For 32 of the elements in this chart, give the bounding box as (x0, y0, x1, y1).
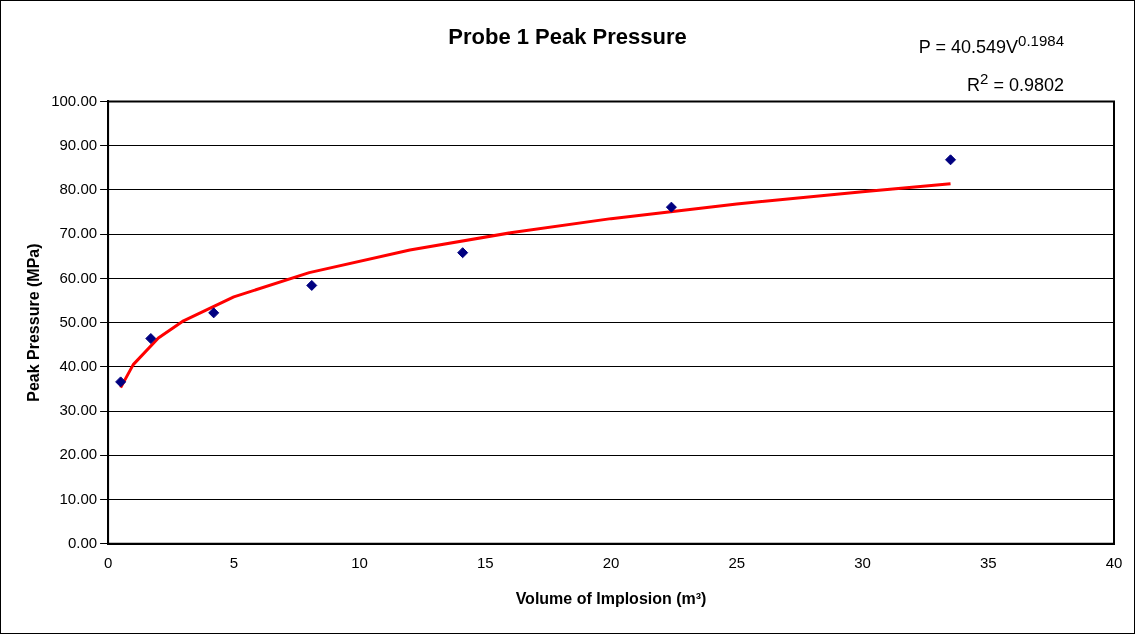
y-tick-label: 70.00 (59, 224, 98, 242)
y-tick-label: 0.00 (67, 533, 98, 551)
x-tick-label: 15 (476, 553, 494, 571)
point (665, 201, 677, 213)
text: P = 40.549V$^{0.1984}$ (918, 31, 1064, 59)
y-tick-label: 20.00 (59, 445, 98, 463)
y-tick-label: 90.00 (59, 135, 98, 153)
y-tick-label: 50.00 (59, 312, 98, 330)
x-tick-label: 25 (728, 553, 746, 571)
point (145, 333, 157, 345)
y-axis-title: Peak Pressure (MPa) (25, 243, 43, 402)
point (208, 307, 220, 319)
y-tick-label: 30.00 (59, 401, 98, 419)
y-tick-label: 60.00 (59, 268, 98, 286)
text: R$^{2}$ = 0.9802 (966, 69, 1064, 97)
chart-title: Probe 1 Peak Pressure (448, 24, 687, 50)
x-tick-label: 5 (229, 553, 238, 571)
x-tick-label: 40 (1105, 553, 1123, 571)
point (306, 279, 318, 291)
x-tick-label: 35 (979, 553, 997, 571)
x-tick-label: 30 (854, 553, 871, 571)
y-tick-label: 10.00 (59, 489, 98, 507)
y-tick-label: 40.00 (59, 356, 98, 374)
y-tick-label: 100.00 (51, 91, 98, 109)
x-axis-title: Volume of Implosion (m³) (515, 589, 707, 607)
point (457, 247, 469, 259)
x-tick-label: 0 (103, 553, 113, 571)
y-tick-label: 80.00 (59, 180, 98, 198)
x-tick-label: 20 (602, 553, 620, 571)
point (115, 376, 127, 388)
point (945, 154, 957, 166)
x-tick-label: 10 (351, 553, 368, 571)
